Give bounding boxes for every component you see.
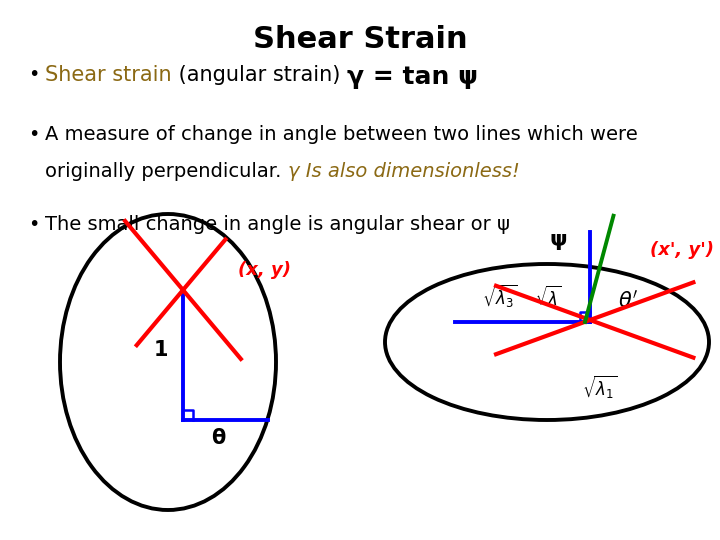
Text: Shear strain: Shear strain (45, 65, 171, 85)
Text: $\sqrt{\lambda_3}$: $\sqrt{\lambda_3}$ (482, 283, 518, 310)
Text: $\sqrt{\lambda_1}$: $\sqrt{\lambda_1}$ (582, 374, 618, 401)
Text: (x, y): (x, y) (238, 261, 291, 279)
Text: originally perpendicular.: originally perpendicular. (45, 162, 287, 181)
Text: 1: 1 (154, 340, 168, 360)
Text: (angular strain): (angular strain) (171, 65, 346, 85)
Text: (x', y'): (x', y') (650, 241, 714, 259)
Text: ψ: ψ (549, 230, 567, 250)
Text: $\sqrt{\lambda}$: $\sqrt{\lambda}$ (535, 286, 561, 310)
Text: •: • (28, 125, 40, 144)
Text: Shear Strain: Shear Strain (253, 25, 467, 54)
Text: The small change in angle is angular shear or ψ: The small change in angle is angular she… (45, 215, 510, 234)
Text: •: • (28, 215, 40, 234)
Text: γ = tan ψ: γ = tan ψ (346, 65, 477, 89)
Text: A measure of change in angle between two lines which were: A measure of change in angle between two… (45, 125, 638, 144)
Text: θ: θ (211, 428, 225, 448)
Text: •: • (28, 65, 40, 84)
Text: γ Is also dimensionless!: γ Is also dimensionless! (287, 162, 520, 181)
Text: $\theta'$: $\theta'$ (618, 289, 638, 311)
